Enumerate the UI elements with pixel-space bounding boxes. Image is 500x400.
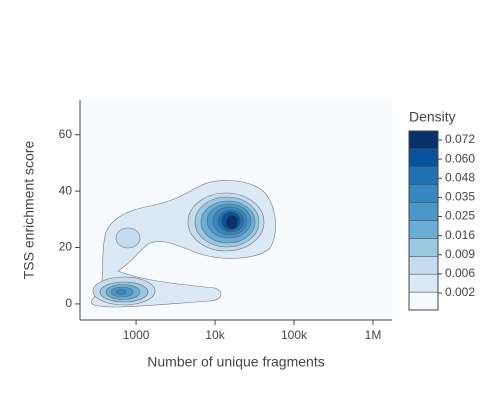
density-contour — [115, 227, 141, 249]
colorbar-band — [408, 273, 439, 293]
colorbar-band — [408, 220, 439, 239]
density-contours — [90, 180, 276, 308]
density-contour — [225, 214, 239, 230]
x-tick-label: 10k — [205, 328, 225, 342]
colorbar-outline — [408, 130, 439, 311]
colorbar-tick-label: 0.035 — [445, 190, 475, 204]
colorbar-tick-label: 0.006 — [445, 266, 475, 280]
y-axis-title: TSS enrichment score — [21, 141, 37, 280]
colorbar-tick-label: 0.060 — [445, 151, 475, 165]
colorbar-tick-label: 0.016 — [445, 228, 475, 242]
colorbar-band — [408, 166, 439, 186]
y-tick-label: 0 — [65, 296, 72, 310]
y-tick-label: 60 — [59, 127, 73, 141]
colorbar-tick-label: 0.048 — [445, 170, 475, 184]
y-tick-label: 20 — [59, 240, 73, 254]
x-axis-title: Number of unique fragments — [147, 354, 324, 370]
x-tick-label: 1000 — [123, 328, 150, 342]
colorbar-band — [408, 130, 439, 150]
colorbar-band — [408, 291, 439, 311]
x-tick-label: 1M — [365, 328, 382, 342]
colorbar-band — [408, 202, 439, 221]
colorbar-band — [408, 184, 439, 203]
colorbar-tick-label: 0.002 — [445, 285, 475, 299]
colorbar-tick-label: 0.025 — [445, 209, 475, 223]
colorbar-title: Density — [409, 109, 456, 125]
y-tick-label: 40 — [59, 183, 73, 197]
colorbar-band — [408, 255, 439, 275]
density-contour — [115, 289, 127, 295]
colorbar-tick-label: 0.009 — [445, 247, 475, 261]
x-tick-label: 100k — [281, 328, 308, 342]
colorbar-band — [408, 238, 439, 257]
colorbar-band — [408, 148, 439, 168]
colorbar-tick-label: 0.072 — [445, 132, 475, 146]
